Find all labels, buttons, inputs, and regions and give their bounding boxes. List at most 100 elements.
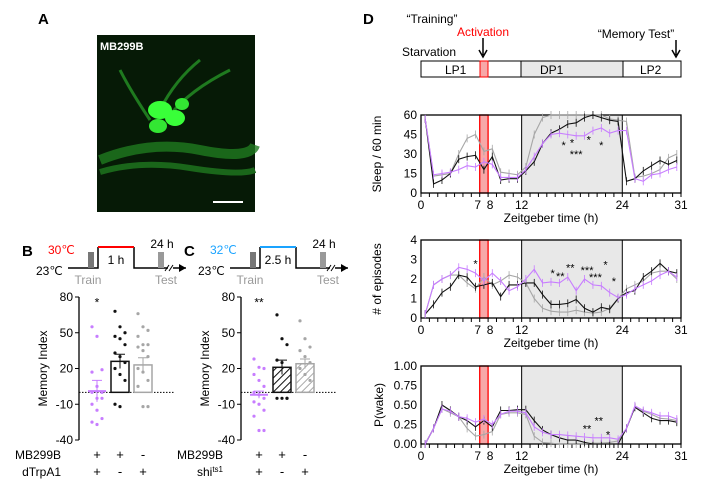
significance-marker: ** bbox=[595, 416, 604, 428]
data-point bbox=[118, 325, 122, 329]
x-tick-label: 0 bbox=[418, 323, 425, 337]
data-point bbox=[118, 354, 122, 359]
significance-marker: * bbox=[587, 135, 592, 147]
y-tick-label: -10 bbox=[218, 397, 236, 411]
y-tick-label: -40 bbox=[218, 433, 236, 447]
x-axis-label: Zeitgeber time (h) bbox=[504, 336, 599, 350]
y-tick-label: 20 bbox=[222, 362, 236, 376]
data-point bbox=[90, 370, 94, 374]
x-tick-label: 8 bbox=[487, 449, 494, 463]
significance-marker: * bbox=[603, 259, 608, 271]
data-point bbox=[257, 365, 261, 369]
genotype-label: dTrpA1 bbox=[22, 465, 61, 479]
genotype-label: shits1 bbox=[197, 465, 224, 479]
y-tick-label: 0.00 bbox=[394, 437, 418, 451]
significance-marker: * bbox=[551, 268, 556, 280]
panel-letter: C bbox=[184, 243, 195, 260]
data-point bbox=[303, 337, 307, 341]
phase-lp1: LP1 bbox=[445, 63, 467, 77]
y-tick-label: 4 bbox=[410, 233, 417, 247]
y-tick-label: 80 bbox=[60, 290, 74, 304]
y-tick-label: 2 bbox=[410, 272, 417, 286]
data-point bbox=[308, 378, 312, 383]
genotype-value: + bbox=[139, 464, 147, 479]
data-point bbox=[252, 414, 256, 418]
significance-marker: * bbox=[473, 258, 478, 270]
delay-label: 24 h bbox=[150, 237, 173, 251]
y-tick-label: 20 bbox=[60, 362, 74, 376]
data-point bbox=[146, 343, 150, 347]
genotype-value: + bbox=[255, 447, 263, 462]
base-temp-label: 23℃ bbox=[36, 264, 63, 278]
test-label: Test bbox=[155, 273, 178, 287]
significance-marker: * bbox=[606, 430, 611, 442]
data-point bbox=[123, 360, 127, 365]
genotype-value: + bbox=[116, 447, 124, 462]
genotype-value: - bbox=[303, 447, 307, 462]
y-tick-label: -40 bbox=[56, 433, 74, 447]
data-point bbox=[280, 396, 284, 400]
genotype-value: - bbox=[280, 464, 284, 479]
data-point bbox=[303, 354, 307, 359]
y-tick-label: 60 bbox=[404, 108, 418, 122]
y-tick-label: 0.50 bbox=[394, 398, 418, 412]
x-axis-label: Zeitgeber time (h) bbox=[504, 211, 599, 225]
y-tick-label: 15 bbox=[404, 167, 418, 181]
data-point bbox=[118, 405, 122, 409]
data-point bbox=[95, 422, 99, 427]
significance-marker: ** bbox=[254, 296, 264, 310]
bar-chart-c: 80 50 20 -10 -40 Memory Index ** MB299B + + - shits… bbox=[177, 290, 337, 479]
data-point bbox=[257, 402, 261, 406]
y-axis-label: Memory Index bbox=[36, 330, 50, 406]
significance-marker: ** bbox=[566, 262, 575, 274]
base-temp-label: 23℃ bbox=[198, 264, 225, 278]
data-point bbox=[303, 372, 307, 377]
y-tick-label: 30 bbox=[404, 147, 418, 161]
y-axis-label: P(wake) bbox=[372, 383, 386, 427]
data-point bbox=[113, 402, 117, 406]
y-tick-label: -10 bbox=[56, 397, 74, 411]
genotype-value: - bbox=[141, 447, 145, 462]
significance-marker: ** bbox=[556, 271, 565, 283]
train-marker bbox=[250, 252, 256, 268]
data-point bbox=[285, 343, 289, 347]
x-tick-label: 7 bbox=[474, 449, 481, 463]
data-point bbox=[262, 396, 266, 400]
x-tick-label: 7 bbox=[474, 198, 481, 212]
y-tick-label: 45 bbox=[404, 128, 418, 142]
data-point bbox=[298, 366, 302, 371]
arrow-icon bbox=[179, 264, 186, 272]
train-label: Train bbox=[75, 273, 102, 287]
scale-bar bbox=[213, 201, 243, 203]
data-point bbox=[118, 337, 122, 341]
x-tick-label: 31 bbox=[674, 449, 688, 463]
data-point bbox=[252, 357, 256, 361]
activation-label: Activation bbox=[457, 25, 509, 39]
y-tick-label: 1.00 bbox=[394, 359, 418, 373]
data-point bbox=[262, 428, 266, 433]
y-tick-label: 0 bbox=[410, 186, 417, 200]
data-point bbox=[252, 372, 256, 377]
y-tick-label: 0.25 bbox=[394, 418, 418, 432]
image-label: MB299B bbox=[100, 41, 143, 53]
test-marker bbox=[320, 252, 326, 268]
hot-temp-label: 30℃ bbox=[48, 243, 75, 257]
data-point bbox=[257, 378, 261, 383]
data-point bbox=[262, 384, 266, 388]
x-tick-label: 24 bbox=[616, 198, 630, 212]
dark-period bbox=[521, 114, 623, 194]
data-point bbox=[308, 345, 312, 349]
data-point bbox=[123, 331, 127, 335]
arrow-icon bbox=[341, 264, 348, 272]
data-point bbox=[95, 334, 99, 338]
error-bar bbox=[300, 358, 310, 369]
data-point bbox=[257, 393, 261, 397]
data-point bbox=[252, 390, 256, 394]
data-point bbox=[90, 390, 94, 394]
significance-marker: * bbox=[570, 137, 575, 149]
arrow-icon bbox=[478, 38, 681, 59]
bar-chart-b: 80 50 20 -10 -40 Memory Index * MB299B + + - dTrpA1… bbox=[15, 290, 175, 479]
genotype-label: MB299B bbox=[177, 448, 223, 462]
